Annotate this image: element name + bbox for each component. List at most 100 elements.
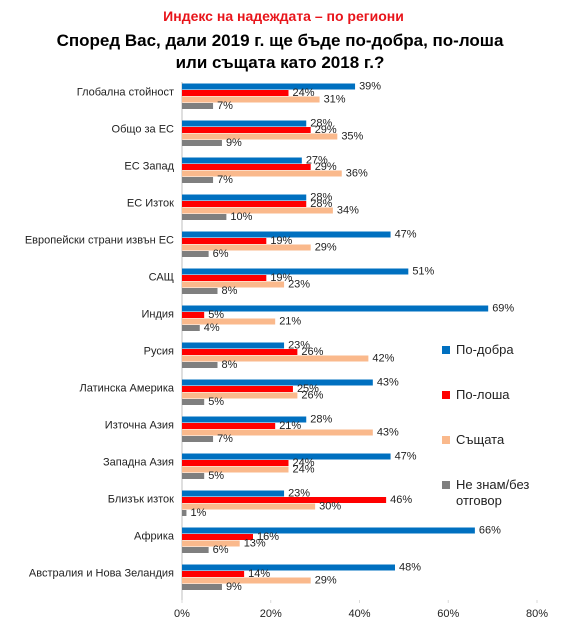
legend-label: Не знам/без отговор: [456, 477, 530, 508]
value-label: 31%: [324, 94, 346, 106]
bar: [182, 527, 475, 534]
bar: [182, 201, 307, 207]
bar: [182, 577, 311, 584]
bar: [182, 416, 307, 423]
value-label: 34%: [337, 205, 359, 217]
bar: [182, 177, 214, 183]
value-label: 28%: [310, 192, 332, 204]
bar: [182, 584, 222, 590]
bar: [182, 133, 338, 140]
value-label: 8%: [222, 359, 238, 371]
bar: [182, 305, 489, 312]
y-tick-label: Индия: [141, 308, 174, 320]
value-label: 24%: [293, 87, 315, 99]
y-tick-label: Глобална стойност: [77, 86, 174, 98]
value-label: 29%: [315, 124, 337, 136]
value-label: 28%: [310, 414, 332, 426]
x-tick-label: 60%: [437, 608, 459, 620]
value-label: 16%: [257, 531, 279, 543]
bar: [182, 490, 285, 497]
x-tick-label: 20%: [260, 608, 282, 620]
bar: [182, 281, 285, 288]
legend-swatch: [442, 481, 450, 489]
value-label: 35%: [341, 131, 363, 143]
value-label: 43%: [377, 377, 399, 389]
y-tick-label: ЕС Изток: [127, 197, 174, 209]
legend-swatch: [442, 436, 450, 444]
bar: [182, 170, 342, 177]
value-label: 30%: [319, 501, 341, 513]
chart-subtitle: Според Вас, дали 2019 г. ще бъде по-добр…: [56, 31, 504, 72]
y-tick-label: Латинска Америка: [79, 382, 174, 394]
value-label: 9%: [226, 137, 242, 149]
bar: [182, 503, 316, 510]
value-label: 47%: [395, 229, 417, 241]
bar: [182, 140, 222, 146]
value-label: 23%: [288, 279, 310, 291]
bar: [182, 244, 311, 251]
value-label: 26%: [301, 390, 323, 402]
x-tick-label: 40%: [348, 608, 370, 620]
y-tick-label: САЩ: [149, 271, 174, 283]
bar: [182, 436, 214, 442]
legend-label: Същата: [456, 432, 505, 447]
bar: [182, 96, 320, 103]
value-label: 19%: [270, 235, 292, 247]
bar: [182, 571, 245, 577]
legend-item: Същата: [442, 432, 562, 477]
value-label: 4%: [204, 322, 220, 334]
bar: [182, 466, 289, 473]
bar: [182, 460, 289, 466]
y-tick-label: Австралия и Нова Зеландия: [29, 567, 174, 579]
bar: [182, 386, 293, 392]
legend-swatch: [442, 346, 450, 354]
x-tick-label: 80%: [526, 608, 548, 620]
y-tick-label: Източна Азия: [105, 419, 174, 431]
bar: [182, 423, 276, 429]
value-label: 51%: [412, 266, 434, 278]
value-label: 6%: [213, 544, 229, 556]
value-label: 27%: [306, 155, 328, 167]
value-label: 29%: [315, 575, 337, 587]
y-tick-label: Общо за ЕС: [112, 123, 175, 135]
bar: [182, 318, 276, 325]
value-label: 8%: [222, 285, 238, 297]
value-label: 19%: [270, 272, 292, 284]
y-tick-label: Африка: [134, 530, 175, 542]
value-label: 1%: [190, 507, 206, 519]
value-label: 42%: [372, 353, 394, 365]
bar: [182, 342, 285, 349]
bar: [182, 288, 218, 294]
bar: [182, 238, 267, 244]
value-label: 66%: [479, 525, 501, 537]
bar: [182, 510, 187, 516]
y-tick-label: Западна Азия: [103, 456, 174, 468]
bar: [182, 349, 298, 355]
bar: [182, 540, 240, 547]
value-label: 29%: [315, 161, 337, 173]
bar: [182, 127, 311, 133]
value-label: 46%: [390, 494, 412, 506]
bar: [182, 453, 391, 460]
value-label: 10%: [230, 211, 252, 223]
value-label: 7%: [217, 100, 233, 112]
bar: [182, 157, 302, 164]
bar: [182, 194, 307, 201]
chart-title: Индекс на надеждата – по региони: [163, 8, 404, 24]
bar: [182, 207, 333, 214]
bar: [182, 564, 395, 571]
value-label: 43%: [377, 427, 399, 439]
legend-item: Не знам/без отговор: [442, 477, 562, 522]
bar: [182, 164, 311, 170]
bar: [182, 231, 391, 238]
bar: [182, 120, 307, 127]
value-label: 29%: [315, 242, 337, 254]
value-label: 28%: [310, 198, 332, 210]
bar: [182, 497, 387, 503]
y-tick-label: Русия: [144, 345, 174, 357]
legend: По-добра По-лоша Същата Не знам/без отговор: [442, 342, 562, 522]
legend-item: По-добра: [442, 342, 562, 387]
value-label: 36%: [346, 168, 368, 180]
value-label: 9%: [226, 581, 242, 593]
